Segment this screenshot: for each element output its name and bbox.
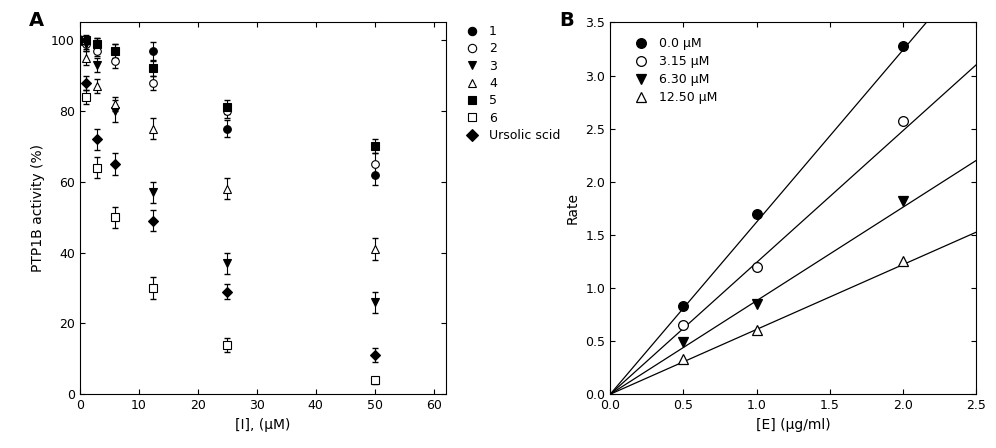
Text: B: B: [559, 11, 574, 30]
X-axis label: [E] (μg/ml): [E] (μg/ml): [756, 418, 831, 432]
Y-axis label: PTP1B activity (%): PTP1B activity (%): [32, 144, 46, 272]
Legend: 0.0 μM, 3.15 μM, 6.30 μM, 12.50 μM: 0.0 μM, 3.15 μM, 6.30 μM, 12.50 μM: [623, 32, 722, 109]
Y-axis label: Rate: Rate: [566, 192, 580, 224]
Legend: 1, 2, 3, 4, 5, 6, Ursolic scid: 1, 2, 3, 4, 5, 6, Ursolic scid: [459, 25, 561, 142]
X-axis label: [I], (μM): [I], (μM): [235, 418, 290, 432]
Text: A: A: [29, 11, 44, 30]
